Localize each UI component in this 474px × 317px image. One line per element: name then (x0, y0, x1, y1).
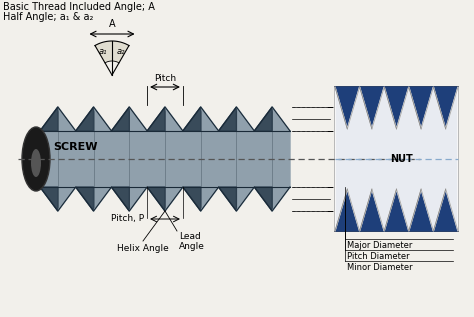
Polygon shape (254, 187, 272, 211)
Text: Lead
Angle: Lead Angle (179, 232, 205, 251)
Polygon shape (58, 187, 76, 211)
Polygon shape (165, 107, 183, 131)
Text: Pitch, P: Pitch, P (111, 215, 144, 223)
Polygon shape (40, 107, 290, 211)
Polygon shape (272, 107, 290, 131)
Bar (40, 165, 290, 181)
Bar (40, 131, 290, 137)
Text: a₁: a₁ (99, 47, 107, 56)
Bar (335, 87, 458, 231)
Text: Half Angle; a₁ & a₂: Half Angle; a₁ & a₂ (3, 12, 93, 22)
Polygon shape (93, 187, 111, 211)
Polygon shape (40, 107, 58, 131)
Text: a₂: a₂ (117, 47, 125, 56)
Text: Major Diameter: Major Diameter (347, 241, 412, 250)
Bar (40, 131, 290, 187)
Polygon shape (237, 187, 254, 211)
Polygon shape (40, 187, 58, 211)
Text: Pitch: Pitch (154, 74, 176, 83)
Polygon shape (254, 107, 272, 131)
Polygon shape (335, 87, 458, 231)
Bar (40, 137, 290, 148)
Ellipse shape (22, 127, 50, 191)
Polygon shape (93, 107, 111, 131)
Polygon shape (183, 107, 201, 131)
Text: Basic Thread Included Angle; A: Basic Thread Included Angle; A (3, 2, 155, 12)
Text: Pitch Diameter: Pitch Diameter (347, 252, 410, 261)
Ellipse shape (31, 149, 41, 177)
Text: A: A (109, 19, 115, 29)
Polygon shape (219, 107, 237, 131)
Polygon shape (147, 187, 165, 211)
Polygon shape (147, 107, 165, 131)
Polygon shape (165, 187, 183, 211)
Polygon shape (76, 107, 93, 131)
Text: SCREW: SCREW (53, 142, 98, 152)
Polygon shape (201, 187, 219, 211)
Bar (40, 148, 290, 165)
Text: Helix Angle: Helix Angle (117, 244, 169, 253)
Polygon shape (219, 187, 237, 211)
Bar (40, 181, 290, 187)
Polygon shape (129, 107, 147, 131)
Polygon shape (76, 187, 93, 211)
Text: Minor Diameter: Minor Diameter (347, 263, 413, 272)
Polygon shape (335, 189, 458, 231)
Polygon shape (111, 187, 129, 211)
Polygon shape (95, 41, 129, 63)
Polygon shape (335, 87, 458, 129)
Polygon shape (111, 107, 129, 131)
Polygon shape (129, 187, 147, 211)
Polygon shape (237, 107, 254, 131)
Polygon shape (201, 107, 219, 131)
Polygon shape (272, 187, 290, 211)
Text: NUT: NUT (390, 154, 413, 164)
Polygon shape (183, 187, 201, 211)
Polygon shape (58, 107, 76, 131)
